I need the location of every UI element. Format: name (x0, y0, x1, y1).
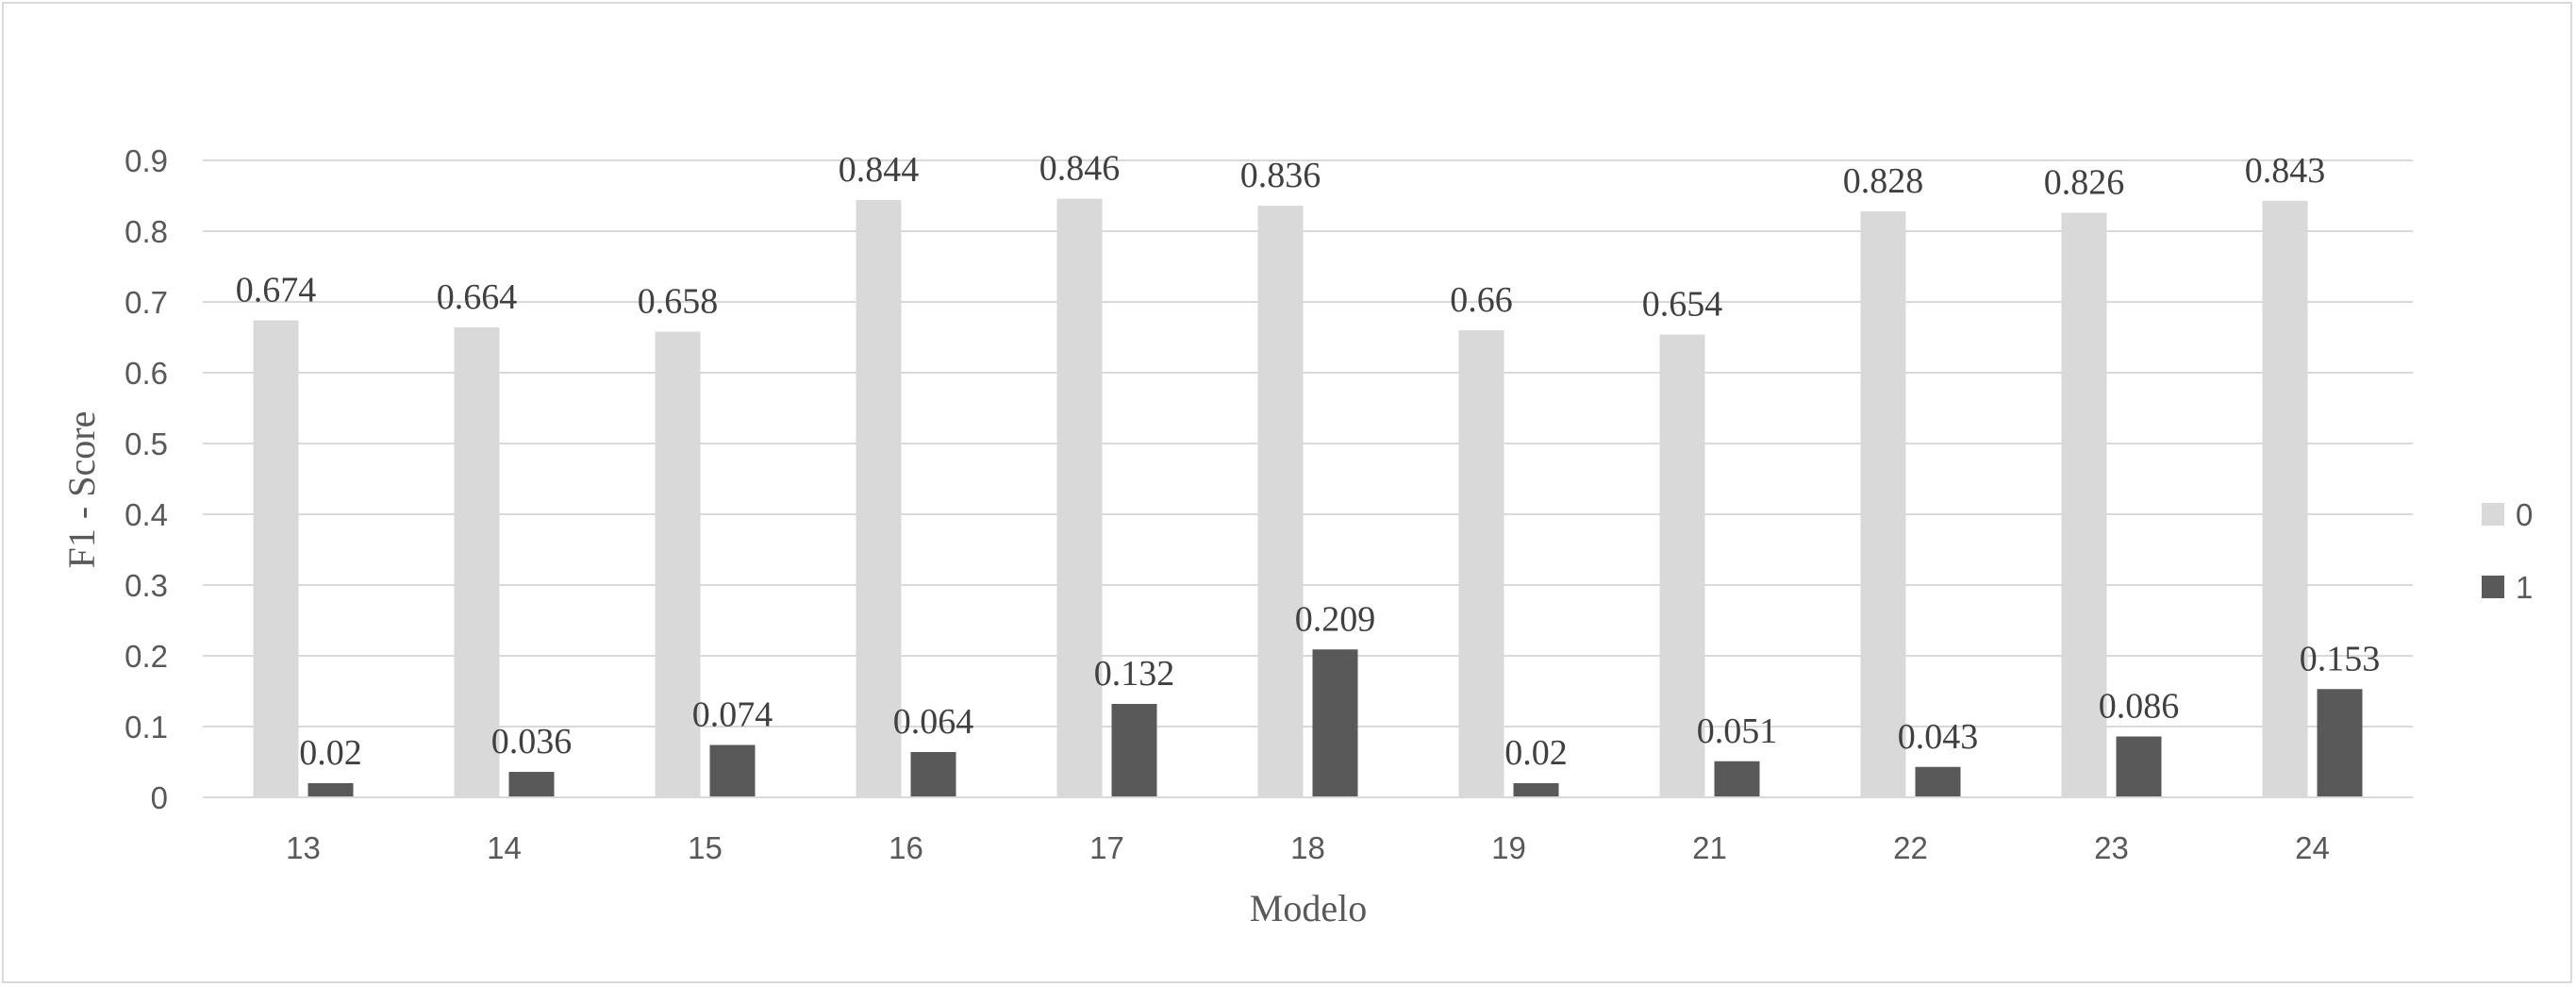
data-label: 0.674 (236, 271, 317, 310)
data-label: 0.844 (839, 150, 920, 190)
bar-series-1 (2317, 689, 2363, 797)
bar-series-1 (1714, 761, 1760, 797)
data-label: 0.843 (2245, 151, 2326, 191)
legend-swatch (2482, 576, 2504, 598)
bar-series-0 (856, 200, 902, 797)
data-label: 0.036 (491, 722, 573, 761)
bar-series-0 (253, 320, 299, 797)
data-label: 0.828 (1843, 161, 1924, 201)
data-label: 0.826 (2044, 163, 2125, 203)
x-tick-label: 13 (286, 830, 321, 865)
bar-series-1 (1513, 783, 1559, 797)
legend-label: 0 (2516, 497, 2533, 532)
data-label: 0.836 (1240, 156, 1321, 195)
legend: 01 (2482, 497, 2533, 605)
x-tick-label: 21 (1692, 830, 1727, 865)
data-label: 0.658 (638, 282, 719, 322)
x-tick-label: 16 (889, 830, 923, 865)
y-tick-label: 0.4 (125, 497, 168, 532)
x-tick-label: 23 (2094, 830, 2129, 865)
data-label: 0.02 (1504, 733, 1568, 773)
bar-series-1 (709, 744, 756, 797)
data-label: 0.209 (1295, 599, 1376, 639)
x-tick-label: 17 (1089, 830, 1124, 865)
legend-swatch (2482, 503, 2504, 526)
x-tick-label: 15 (688, 830, 723, 865)
bar-series-0 (1458, 330, 1504, 797)
data-label: 0.064 (893, 702, 974, 742)
y-tick-label: 0.9 (125, 143, 168, 178)
y-axis-title: F1 - Score (60, 411, 103, 569)
y-tick-label: 0.5 (125, 427, 168, 461)
y-tick-label: 0.7 (125, 285, 168, 320)
bar-series-0 (454, 327, 500, 797)
bar-series-1 (2116, 736, 2162, 797)
x-tick-label: 19 (1491, 830, 1526, 865)
data-label: 0.664 (437, 277, 518, 317)
bar-series-0 (2262, 200, 2308, 797)
data-labels: 0.674 0.02 0.664 0.036 0.658 0.074 0.844 0.064 0… (236, 149, 2381, 774)
x-axis-title: Modelo (1250, 887, 1367, 929)
data-label: 0.086 (2099, 687, 2180, 727)
y-tick-label: 0.8 (125, 214, 168, 249)
bar-series-0 (1056, 198, 1103, 797)
bar-series-0 (655, 331, 701, 797)
bar-series-1 (910, 752, 956, 797)
data-label: 0.846 (1039, 149, 1121, 189)
x-tick-label: 24 (2295, 830, 2330, 865)
x-tick-label: 14 (487, 830, 522, 865)
y-tick-label: 0.3 (125, 568, 168, 603)
data-label: 0.153 (2300, 639, 2381, 678)
x-tick-label: 18 (1290, 830, 1325, 865)
data-label: 0.66 (1450, 280, 1513, 320)
data-label: 0.132 (1094, 654, 1175, 694)
bar-series-0 (1860, 211, 1906, 797)
bar-series-1 (1111, 704, 1157, 797)
bar-series-1 (1312, 649, 1358, 797)
legend-label: 1 (2516, 570, 2533, 605)
data-label: 0.043 (1898, 717, 1979, 757)
bars (203, 198, 2413, 798)
data-label: 0.654 (1642, 285, 1723, 325)
bar-series-0 (2061, 212, 2107, 797)
data-label: 0.051 (1697, 711, 1778, 751)
bar-series-0 (1257, 206, 1304, 797)
bar-series-1 (1915, 766, 1961, 797)
y-tick-label: 0.6 (125, 356, 168, 391)
y-tick-label: 0.2 (125, 639, 168, 674)
data-label: 0.074 (692, 695, 773, 735)
bar-series-0 (1659, 334, 1705, 797)
y-tick-label: 0 (151, 780, 168, 815)
x-tick-labels: 13 14 15 16 17 18 19 21 22 23 24 (286, 830, 2330, 865)
bar-series-1 (307, 783, 354, 797)
x-tick-label: 22 (1893, 830, 1928, 865)
data-label: 0.02 (299, 733, 362, 773)
y-tick-labels: 0 0.1 0.2 0.3 0.4 0.5 0.6 0.7 0.8 0.9 (125, 143, 168, 815)
bar-series-1 (508, 772, 555, 797)
y-tick-label: 0.1 (125, 710, 168, 744)
